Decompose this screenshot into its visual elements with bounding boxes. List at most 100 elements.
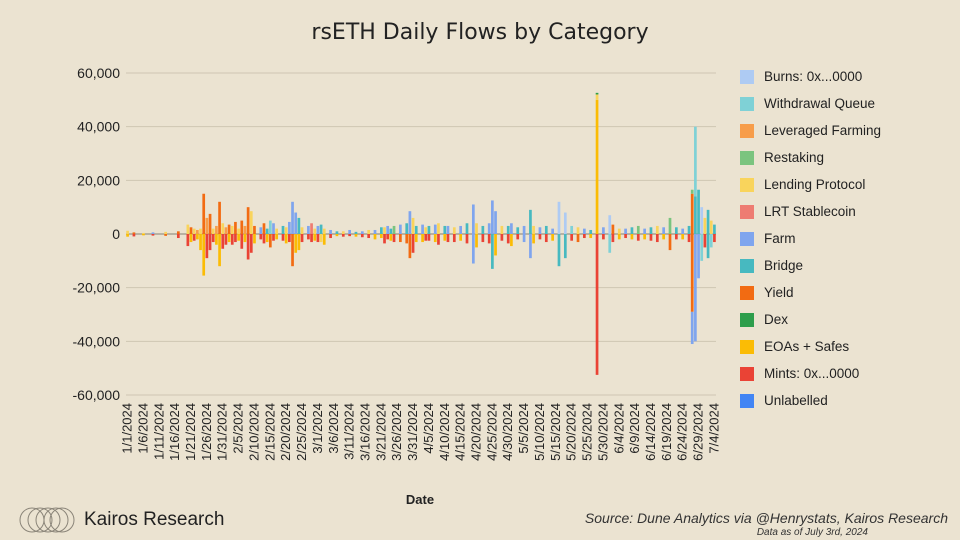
- bar-segment: [544, 234, 548, 243]
- bar-segment: [516, 227, 520, 234]
- bar-segment: [655, 234, 659, 243]
- y-tick-label: 20,000: [77, 172, 120, 188]
- legend-swatch: [740, 204, 754, 219]
- x-tick-label: 6/29/2024: [691, 403, 706, 461]
- bar-segment: [208, 213, 212, 234]
- bar-segment: [322, 228, 326, 234]
- legend-item: Unlabelled: [740, 387, 955, 414]
- bar-segment: [389, 234, 393, 241]
- bar-segment: [211, 234, 215, 243]
- bar-segment: [703, 217, 707, 234]
- bar-segment: [452, 234, 456, 243]
- bar-segment: [481, 234, 485, 243]
- x-tick-label: 4/10/2024: [437, 403, 452, 461]
- bar-segment: [360, 231, 364, 234]
- bar-segment: [164, 231, 167, 234]
- bar-segment: [126, 230, 129, 234]
- source-note: Source: Dune Analytics via @Henrystats, …: [584, 510, 948, 526]
- bar-segment: [392, 225, 396, 234]
- bar-segment: [551, 234, 554, 241]
- bar-segment: [383, 227, 386, 234]
- bar-segment: [234, 234, 237, 243]
- bar-segment: [465, 223, 469, 234]
- bar-segment: [506, 225, 510, 234]
- bar-segment: [262, 234, 266, 244]
- bar-segment: [253, 234, 256, 244]
- y-tick-label: 0: [112, 226, 120, 242]
- bar-segment: [227, 224, 231, 234]
- bar-segment: [202, 193, 206, 234]
- legend-swatch: [740, 177, 754, 192]
- bar-segment: [668, 234, 672, 251]
- bar-segment: [335, 234, 339, 237]
- bar-segment: [297, 217, 301, 234]
- bar-segment: [202, 234, 206, 276]
- bar-segment: [617, 228, 621, 234]
- bar-segment: [690, 234, 694, 312]
- bar-segment: [405, 234, 409, 244]
- x-tick-label: 1/26/2024: [199, 403, 214, 461]
- bar-segment: [713, 224, 716, 234]
- legend-swatch: [740, 393, 754, 408]
- bar-segment: [291, 234, 294, 267]
- bar-segment: [348, 234, 351, 237]
- bar-segment: [300, 227, 304, 234]
- x-tick-label: 4/30/2024: [500, 403, 515, 461]
- bar-segment: [446, 234, 450, 243]
- x-tick-label: 6/24/2024: [675, 403, 690, 461]
- bar-segment: [532, 225, 535, 234]
- y-tick-label: -20,000: [73, 280, 121, 296]
- bar-segment: [538, 234, 542, 240]
- bar-segment: [589, 229, 593, 234]
- bar-segment: [602, 227, 605, 234]
- bar-segment: [494, 211, 497, 234]
- y-tick-label: 40,000: [77, 119, 120, 135]
- bar-segment: [408, 234, 412, 259]
- bar-segment: [500, 234, 504, 241]
- bar-segment: [681, 234, 685, 240]
- bar-segment: [186, 224, 190, 234]
- legend-label: LRT Stablecoin: [764, 204, 856, 219]
- bar-segment: [237, 234, 240, 241]
- bar-segment: [405, 223, 409, 234]
- bar-segment: [706, 209, 710, 234]
- bar-segment: [329, 229, 332, 234]
- y-tick-label: 60,000: [77, 65, 120, 81]
- bar-segment: [224, 234, 228, 245]
- bar-segment: [360, 234, 364, 238]
- legend-label: Yield: [764, 285, 794, 300]
- bar-segment: [443, 234, 447, 241]
- bar-segment: [557, 234, 561, 267]
- x-tick-label: 1/6/2024: [135, 403, 150, 454]
- bar-segment: [307, 234, 310, 240]
- bar-segment: [291, 201, 294, 234]
- bar-segment: [249, 211, 253, 234]
- x-tick-label: 4/20/2024: [469, 403, 484, 461]
- bar-segment: [205, 234, 209, 259]
- bar-segment: [703, 234, 707, 248]
- x-tick-label: 4/5/2024: [421, 403, 436, 454]
- x-tick-label: 4/15/2024: [453, 403, 468, 461]
- bar-segment: [414, 234, 418, 243]
- bar-segment: [538, 227, 542, 234]
- x-tick-label: 1/1/2024: [120, 403, 135, 454]
- bar-segment: [380, 227, 383, 234]
- bar-segment: [186, 234, 190, 247]
- bar-segment: [221, 234, 225, 249]
- bar-segment: [643, 234, 646, 240]
- bar-segment: [576, 234, 580, 243]
- bar-segment: [240, 234, 244, 249]
- bar-segment: [624, 228, 627, 234]
- bar-segment: [259, 234, 263, 240]
- x-tick-label: 5/30/2024: [595, 403, 610, 461]
- bar-segment: [551, 228, 554, 234]
- kairos-logo-icon: [19, 507, 75, 533]
- bar-segment: [386, 225, 390, 234]
- bar-segment: [630, 227, 634, 234]
- bar-segment: [516, 234, 520, 240]
- bar-segment: [243, 234, 247, 243]
- bar-segment: [164, 234, 167, 236]
- bar-segment: [151, 234, 155, 236]
- bar-segment: [262, 223, 266, 234]
